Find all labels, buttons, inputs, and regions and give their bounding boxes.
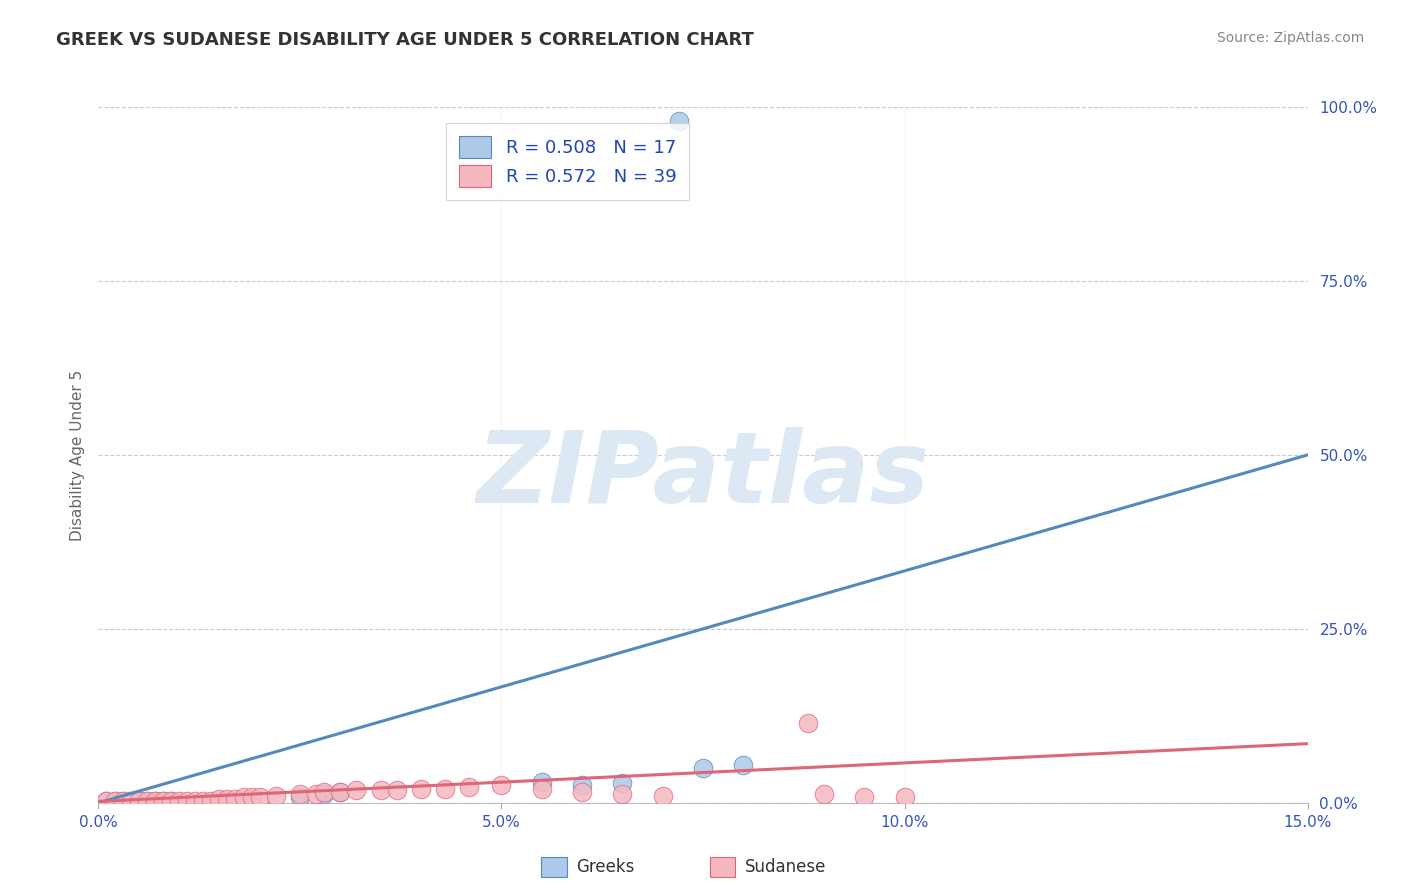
Point (193, 794, 215, 808)
Point (120, 794, 142, 808)
Point (143, 794, 166, 808)
Point (240, 790, 263, 805)
Point (103, 794, 125, 808)
Point (385, 783, 408, 797)
Point (668, 114, 690, 128)
Point (264, 789, 287, 803)
Point (111, 794, 134, 808)
Point (224, 792, 246, 806)
Point (143, 794, 166, 808)
Point (314, 788, 336, 802)
Point (530, 775, 553, 789)
Text: Greeks: Greeks (576, 858, 636, 876)
Point (120, 794, 142, 808)
Point (288, 790, 311, 805)
Point (217, 792, 239, 806)
Text: GREEK VS SUDANESE DISABILITY AGE UNDER 5 CORRELATION CHART: GREEK VS SUDANESE DISABILITY AGE UNDER 5… (56, 31, 754, 49)
Point (103, 794, 125, 808)
Point (96, 794, 118, 808)
Point (458, 780, 481, 795)
Point (249, 790, 271, 805)
Point (184, 794, 207, 808)
Point (797, 715, 820, 730)
Point (571, 785, 593, 799)
Point (530, 781, 553, 796)
Text: Source: ZipAtlas.com: Source: ZipAtlas.com (1216, 31, 1364, 45)
Point (176, 794, 198, 808)
Text: ZIPatlas: ZIPatlas (477, 427, 929, 524)
Point (135, 794, 157, 808)
Point (232, 790, 254, 805)
Point (208, 792, 231, 806)
Point (409, 781, 432, 796)
Point (288, 788, 311, 802)
Point (434, 781, 457, 796)
Point (893, 790, 915, 805)
Point (111, 794, 134, 808)
Point (344, 783, 367, 797)
Point (128, 794, 150, 808)
Point (314, 785, 336, 799)
Point (612, 776, 634, 790)
Point (128, 794, 150, 808)
Point (571, 778, 593, 792)
Point (96, 794, 118, 808)
Point (135, 794, 157, 808)
Point (370, 783, 392, 797)
Y-axis label: Disability Age Under 5: Disability Age Under 5 (69, 369, 84, 541)
Point (733, 757, 755, 772)
Point (305, 788, 328, 802)
Point (152, 794, 174, 808)
Text: Sudanese: Sudanese (745, 858, 827, 876)
Point (491, 778, 513, 792)
Point (167, 794, 190, 808)
Point (853, 790, 876, 805)
Point (692, 761, 714, 775)
Legend: R = 0.508   N = 17, R = 0.572   N = 39: R = 0.508 N = 17, R = 0.572 N = 39 (446, 123, 689, 200)
Point (329, 785, 352, 799)
Point (813, 788, 835, 802)
Point (152, 794, 174, 808)
Point (651, 789, 673, 803)
Point (160, 794, 183, 808)
Point (160, 794, 183, 808)
Point (612, 788, 634, 802)
Point (200, 794, 222, 808)
Point (329, 785, 352, 799)
